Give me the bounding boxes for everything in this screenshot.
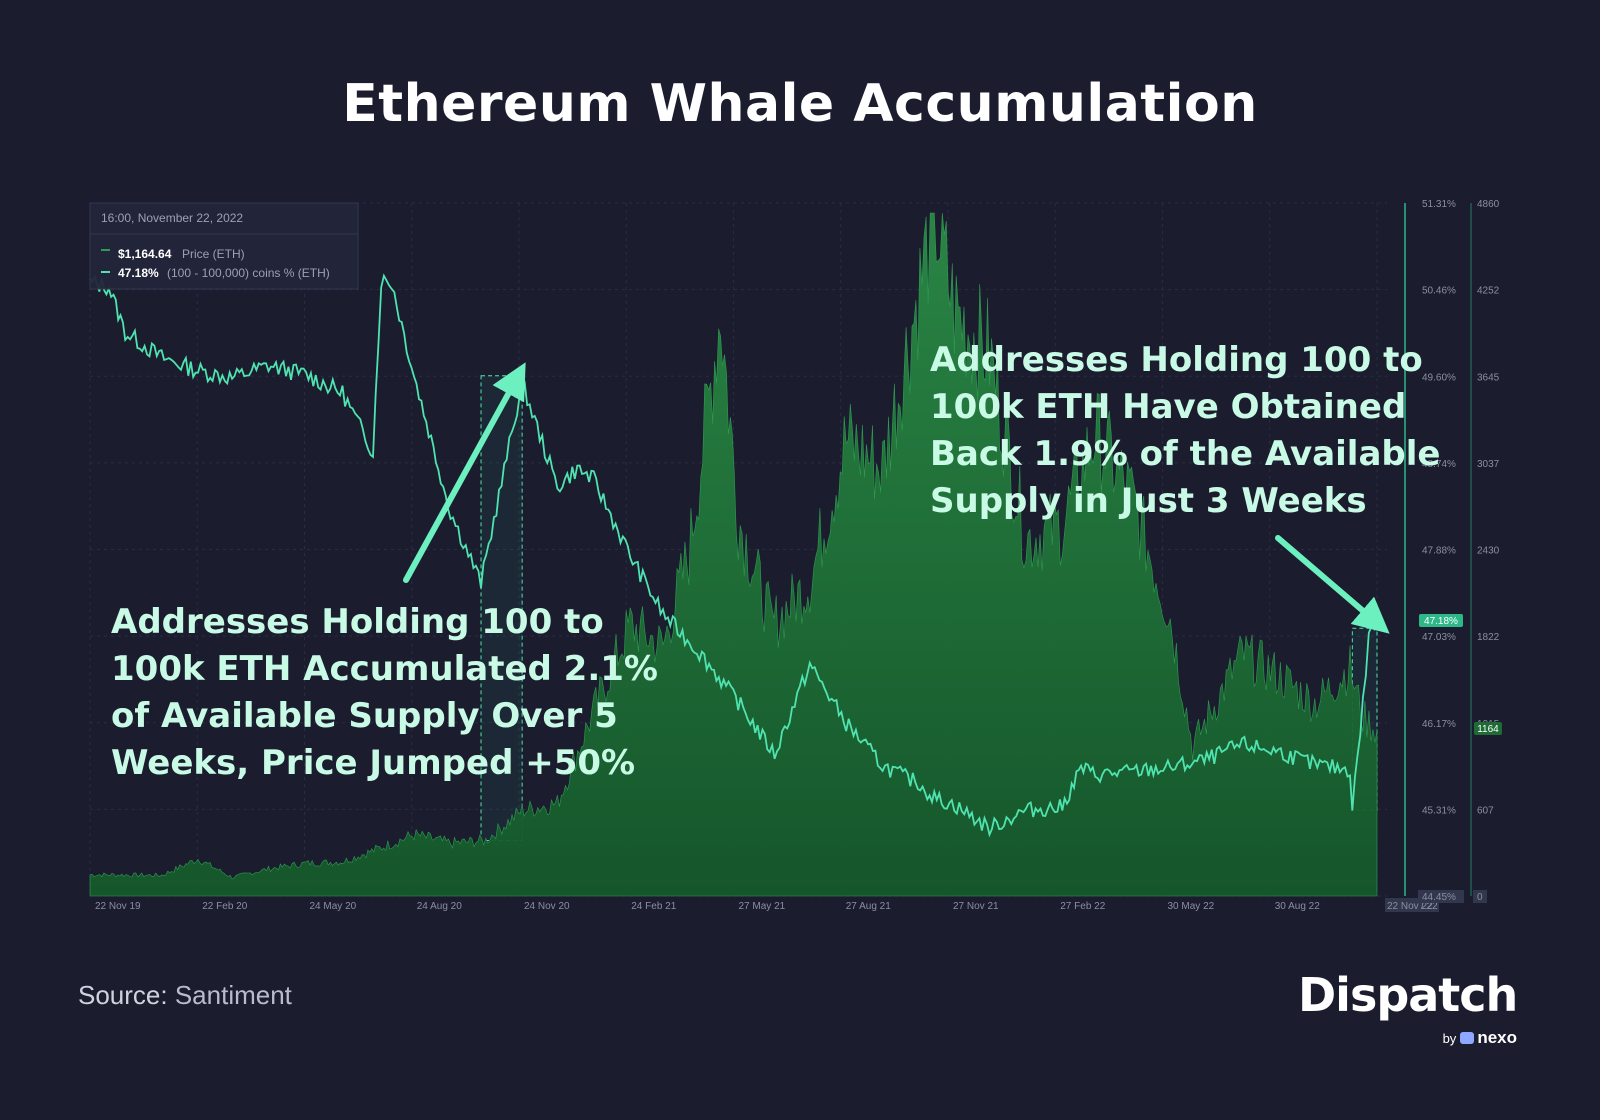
x-tick-label: 24 May 20 [310,901,357,912]
annotation-left-line-4: Weeks, Price Jumped +50% [111,743,635,783]
annotation-right-line-4: Supply in Just 3 Weeks [930,481,1367,521]
y-right-tick-label: 4860 [1477,199,1500,210]
annotation-right-line-3: Back 1.9% of the Available [930,434,1440,474]
annotation-right: Addresses Holding 100 to 100k ETH Have O… [930,340,1440,521]
y-right-tick-label: 4252 [1477,286,1500,297]
svg-text:47.18%: 47.18% [1424,616,1458,627]
x-tick-label-extra: / 22 [1421,901,1438,912]
annotation-arrow-left [403,362,526,583]
y-left-tick-label: 51.31% [1422,199,1456,210]
y-left-tick-label: 44.45% [1422,892,1456,903]
annotation-arrow-right [1275,535,1390,634]
annotation-left-line-3: of Available Supply Over 5 [111,696,618,736]
y-right-tick-label: 0 [1477,892,1483,903]
dispatch-logo: Dispatch by nexo [1298,968,1523,1048]
y-left-tick-label: 48.74% [1422,459,1456,470]
tooltip: 16:00, November 22, 2022 $1,164.64 Price… [89,202,359,290]
tooltip-supply-value: 47.18% [118,266,159,280]
x-tick-label: 24 Nov 20 [524,901,570,912]
y-axis-right: 48604252364530372430182212156070 [1473,199,1500,903]
x-tick-label: 22 Feb 20 [202,901,247,912]
source-name: Santiment [174,980,292,1010]
annotation-left-line-2: 100k ETH Accumulated 2.1% [111,649,658,689]
y-left-tick-label: 47.88% [1422,546,1456,557]
x-axis: 22 Nov 19 22 Feb 20 24 May 20 24 Aug 20 24 N… [95,898,1439,912]
x-tick-label: 27 Aug 21 [846,901,891,912]
tooltip-timestamp: 16:00, November 22, 2022 [101,211,243,225]
x-tick-label: 22 Nov 19 [95,901,141,912]
nexo-icon [1460,1032,1475,1044]
y-left-tick-label: 50.46% [1422,286,1456,297]
x-tick-label: 27 Nov 21 [953,901,999,912]
x-tick-label: 24 Feb 21 [631,901,676,912]
annotation-right-line-1: Addresses Holding 100 to [930,340,1423,380]
supply-line-series [89,273,1378,838]
y-right-tick-label: 607 [1477,805,1494,816]
x-tick-label: 27 Feb 22 [1060,901,1105,912]
x-tick-label: 30 Aug 22 [1275,901,1320,912]
highlight-region [480,375,523,841]
svg-text:1164: 1164 [1477,724,1499,735]
y-left-tick-label: 45.31% [1422,805,1456,816]
y-left-tick-bg [1418,890,1464,903]
source-label: Source: [78,980,168,1010]
tooltip-price-value: $1,164.64 [118,247,172,261]
current-supply-badge: 47.18% [1419,614,1463,627]
x-tick-label: 22 Nov 22 [1387,901,1433,912]
y-right-tick-label: 1822 [1477,632,1500,643]
y-right-tick-label: 3037 [1477,459,1500,470]
source-credit: Source: Santiment [78,980,292,1011]
tooltip-price-label: Price (ETH) [182,247,245,261]
x-tick-label: 27 May 21 [739,901,786,912]
annotation-left: Addresses Holding 100 to 100k ETH Accumu… [111,602,658,783]
x-tick-label: 24 Aug 20 [417,901,462,912]
brand-byline: by nexo [1443,1028,1517,1048]
brand-by: by [1442,1031,1457,1046]
current-price-badge: 1164 [1474,722,1502,735]
y-left-tick-label: 46.17% [1422,719,1456,730]
annotation-left-line-1: Addresses Holding 100 to [111,602,604,642]
y-right-tick-label: 3645 [1477,372,1500,383]
y-right-tick-label: 2430 [1477,546,1500,557]
brand-name: Dispatch [1298,968,1518,1022]
y-left-tick-label: 49.60% [1422,372,1456,383]
annotation-right-line-2: 100k ETH Have Obtained [930,387,1406,427]
y-left-tick-label: 47.03% [1422,632,1456,643]
price-area-series [89,212,1378,897]
tooltip-supply-label: (100 - 100,000) coins % (ETH) [167,266,330,280]
y-right-tick-bg [1473,890,1487,903]
y-axis-left: 51.31% 50.46% 49.60% 48.74% 47.88% 47.03% 46.1… [1418,199,1464,903]
chart-title: Ethereum Whale Accumulation [342,74,1258,134]
x-tick-label: 30 May 22 [1168,901,1215,912]
brand-partner: nexo [1477,1028,1517,1047]
